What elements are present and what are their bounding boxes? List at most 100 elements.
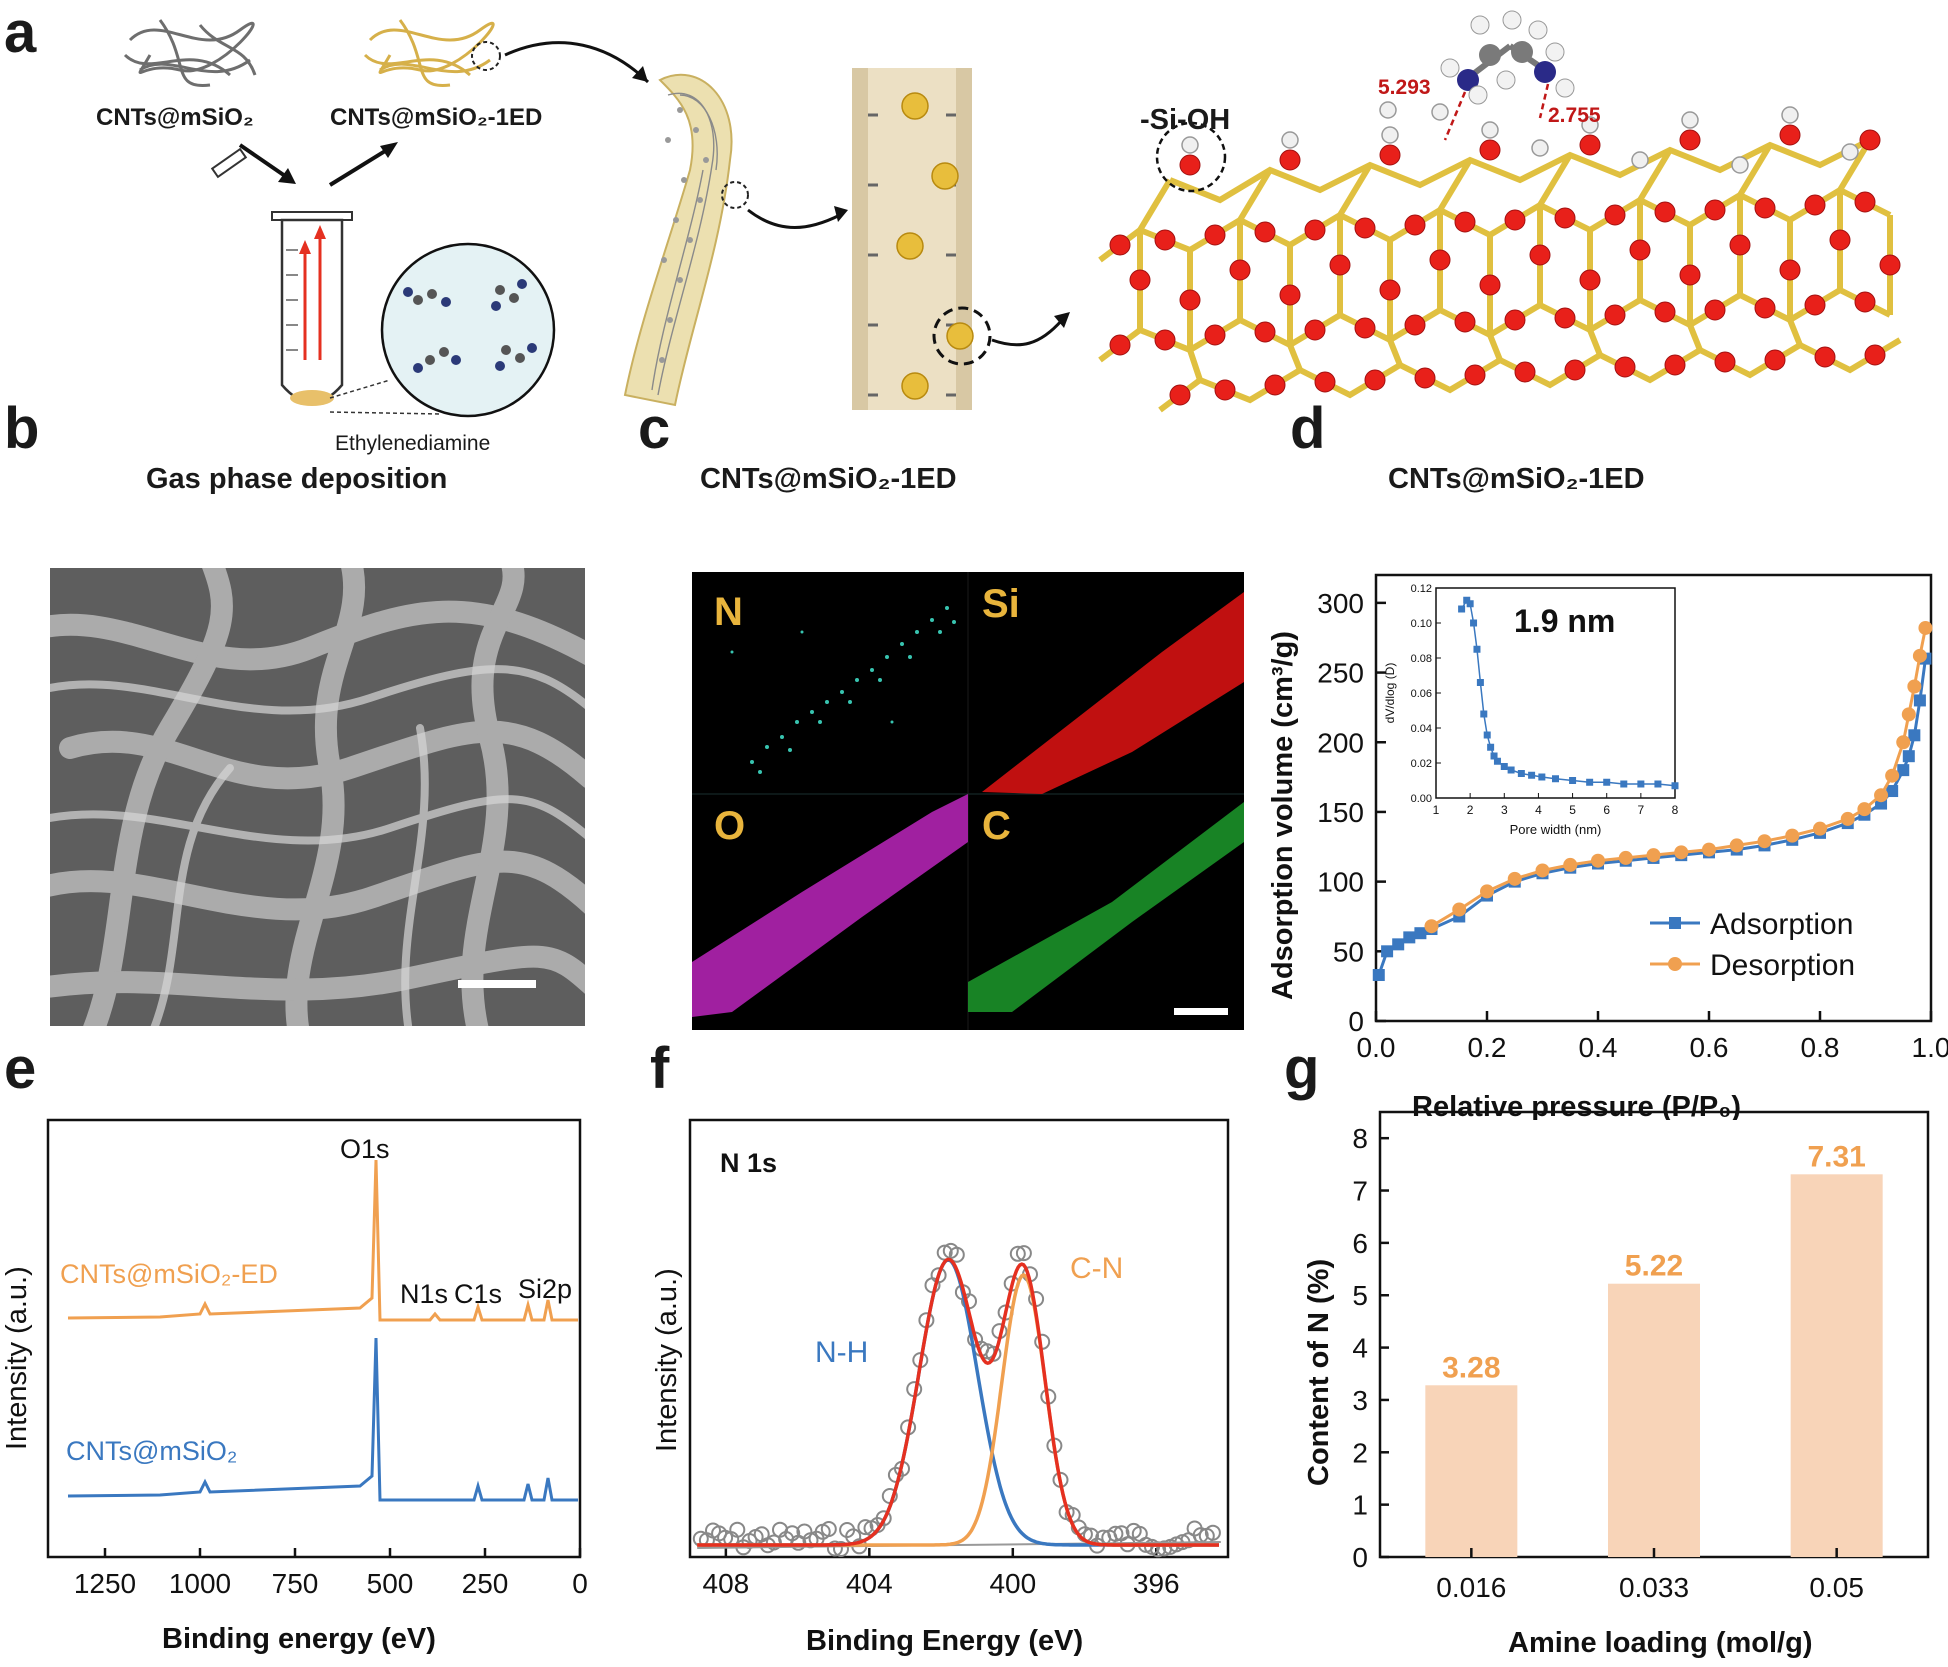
- inset-point: [1476, 679, 1484, 686]
- panel-label-c: c: [638, 396, 671, 461]
- adsorbed-ethylenediamine-icon: [1440, 10, 1575, 105]
- eds-label-si: Si: [982, 582, 1020, 626]
- chart-f-ylabel: Intensity (a.u.): [651, 1268, 683, 1452]
- chart-d-ytick-label: 150: [1317, 797, 1364, 828]
- chart-d-xtick-label: 1.0: [1912, 1032, 1948, 1063]
- panel-a-schematic: [123, 10, 1902, 418]
- chart-f-raw-point: [857, 1519, 874, 1536]
- inset-ytick-label: 0.08: [1411, 653, 1432, 665]
- inset-point: [1480, 710, 1488, 718]
- eds-map-si: [982, 592, 1244, 794]
- chart-f-xlabel: Binding Energy (eV): [806, 1625, 1083, 1657]
- chart-d-point-adsorption: [1913, 694, 1926, 707]
- inset-point: [1603, 778, 1611, 786]
- panel-label-b: b: [4, 396, 40, 461]
- inset-ytick-label: 0.10: [1411, 618, 1432, 630]
- chart-e-ylabel: Intensity (a.u.): [1, 1266, 33, 1450]
- coated-nanotube-icon: [623, 73, 733, 407]
- chart-d-point-desorption: [1874, 788, 1889, 803]
- chart-d-point-desorption: [1918, 620, 1933, 635]
- silica-lattice-icon: [1098, 101, 1902, 413]
- panel-label-d: d: [1290, 396, 1326, 461]
- chart-g-bars: 0 1 2 3 4 5 6 7 8 3.28 0.016 5.22 0.033 7.31 0.05 Ami…: [1303, 1110, 1930, 1659]
- chart-d-point-desorption: [1896, 735, 1911, 750]
- legend-desorption: Desorption: [1710, 949, 1855, 982]
- chart-d-point-adsorption: [1381, 945, 1394, 958]
- chart-d-point-desorption: [1757, 834, 1772, 849]
- eds-map-c: [968, 802, 1244, 1012]
- test-tube-icon: [210, 147, 353, 406]
- inset-point: [1507, 766, 1515, 774]
- chart-d-xtick-label: 0.0: [1357, 1032, 1396, 1063]
- chart-f-raw-point: [826, 1540, 843, 1557]
- chart-g-ytick-label: 7: [1352, 1176, 1368, 1207]
- inset-point: [1552, 775, 1559, 783]
- panel-label-e: e: [4, 1036, 37, 1101]
- chart-d-point-desorption: [1646, 848, 1661, 863]
- chart-d-point-desorption: [1885, 768, 1900, 783]
- series-label-ed: CNTs@mSiO₂-ED: [60, 1259, 278, 1289]
- inset-point: [1637, 780, 1645, 788]
- inset-point: [1500, 763, 1508, 770]
- cnt-tangle-gold-icon: [363, 19, 495, 88]
- ethylenediamine-molecules-icon: [403, 279, 537, 373]
- inset-frame: [1435, 587, 1676, 799]
- sem-image: [50, 568, 585, 1026]
- chart-d-point-adsorption: [1403, 931, 1416, 944]
- chart-d-point-desorption: [1901, 707, 1916, 722]
- chart-d-point-adsorption: [1414, 927, 1427, 940]
- chart-g-ylabel: Content of N (%): [1303, 1259, 1335, 1486]
- chart-g-xlabel: Amine loading (mol/g): [1508, 1627, 1813, 1659]
- inset-ytick-label: 0.02: [1411, 758, 1432, 770]
- chart-f-raw-point: [1009, 1245, 1026, 1262]
- inset-point: [1470, 619, 1478, 627]
- chart-d-point-adsorption: [1886, 785, 1899, 798]
- chart-d-xtick-label: 0.6: [1690, 1032, 1729, 1063]
- legend-adsorption: Adsorption: [1710, 908, 1853, 941]
- inset-point: [1654, 780, 1662, 788]
- chart-e-xtick-label: 0: [572, 1568, 588, 1599]
- chart-f-raw-point: [729, 1521, 746, 1538]
- chart-g-xtick-label: 0.033: [1619, 1572, 1689, 1603]
- chart-d-frame: [1374, 573, 1933, 1023]
- chart-d-point-adsorption: [1908, 729, 1921, 742]
- chart-d-ylabel: Adsorption volume (cm³/g): [1267, 631, 1299, 1000]
- inset-point: [1517, 770, 1525, 777]
- label-distance-1: 5.293: [1378, 76, 1431, 99]
- fit-n-h: [697, 1258, 1219, 1547]
- chart-d-point-desorption: [1618, 850, 1633, 865]
- eds-label-n: N: [714, 590, 743, 634]
- peak-c1s: C1s: [454, 1279, 502, 1309]
- chart-d-point-desorption: [1912, 648, 1927, 663]
- chart-d-xtick-label: 0.2: [1468, 1032, 1507, 1063]
- chart-g-ytick-label: 8: [1352, 1123, 1368, 1154]
- chart-d-xtick-label: 0.8: [1801, 1032, 1840, 1063]
- chart-d-point-desorption: [1813, 821, 1827, 836]
- xps-trace-ed: [67, 1159, 578, 1322]
- inset-xtick-label: 5: [1569, 803, 1576, 817]
- inset-ytick-label: 0.00: [1411, 793, 1432, 805]
- inset-xlabel: Pore width (nm): [1510, 822, 1602, 837]
- chart-d-isotherm: 0 50 100 150 200 250 300 0.0 0.2 0.4 0.6 0.8 1.0 0.…: [1267, 573, 1948, 1120]
- chart-d-ytick-label: 100: [1317, 867, 1364, 898]
- chart-f-xtick-label: 396: [1133, 1568, 1180, 1599]
- fit-envelope: [697, 1257, 1219, 1547]
- eds-map-o: [692, 794, 968, 1017]
- chart-d-point-desorption: [1702, 842, 1716, 857]
- chart-f-xtick-label: 408: [703, 1568, 750, 1599]
- fit-c-n: [697, 1273, 1219, 1547]
- chart-g-xtick-label: 0.016: [1436, 1572, 1506, 1603]
- label-ethylenediamine: Ethylenediamine: [335, 432, 491, 455]
- chart-f-raw-point: [1204, 1524, 1221, 1541]
- label-lattice-caption: CNTs@mSiO₂-1ED: [1388, 463, 1645, 495]
- series-label-msio2: CNTs@mSiO₂: [66, 1436, 237, 1466]
- chart-f-raw-point: [1015, 1245, 1032, 1262]
- chart-f-xtick-label: 404: [846, 1568, 893, 1599]
- peak-si2p: Si2p: [518, 1274, 572, 1304]
- chart-f-raw-point: [875, 1510, 892, 1527]
- chart-g-value-label: 7.31: [1807, 1140, 1865, 1173]
- panel-label-g: g: [1284, 1036, 1320, 1101]
- peak-o1s: O1s: [340, 1134, 390, 1164]
- panel-label-a: a: [4, 0, 37, 65]
- chart-d-point-adsorption: [1902, 750, 1915, 763]
